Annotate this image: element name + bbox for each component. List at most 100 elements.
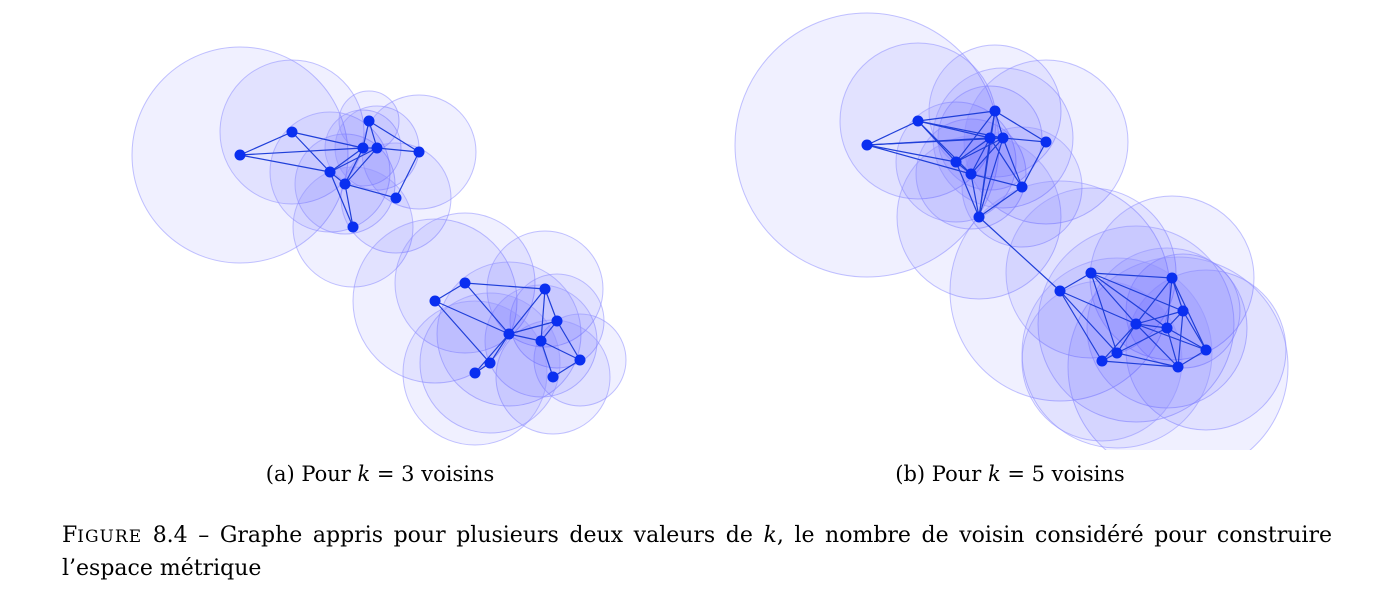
graph-edge <box>344 183 397 199</box>
graph-edge <box>1166 327 1207 351</box>
graph-node <box>503 328 515 340</box>
graph-edge <box>489 333 510 364</box>
neighborhood-circles-b <box>734 12 1289 450</box>
graph-edge <box>508 288 546 335</box>
graph-node <box>1085 267 1097 279</box>
graph-edge <box>866 120 919 146</box>
graph-edge <box>1166 277 1173 329</box>
graph-edge <box>540 340 554 378</box>
graph-edge <box>1135 323 1179 368</box>
caption-number: 8.4 – Graphe appris pour plusieurs deux … <box>142 523 764 548</box>
graph-edge <box>434 300 491 364</box>
graph-edge <box>376 147 420 153</box>
graph-edge <box>1059 290 1137 325</box>
graph-edge <box>1101 360 1179 368</box>
graph-node <box>1172 361 1184 373</box>
graph-node <box>997 132 1009 144</box>
graph-edge <box>368 120 420 153</box>
subcaption-b-suffix: voisins <box>1051 462 1125 486</box>
graph-edge <box>1135 277 1173 325</box>
graph-node <box>1161 322 1173 334</box>
graph-node <box>357 142 369 154</box>
graph-edge <box>978 216 1061 292</box>
graph-edge <box>239 154 331 173</box>
graph-edge <box>866 137 1004 146</box>
graph-edge <box>1090 272 1118 354</box>
graph-edge <box>994 110 1047 143</box>
graph-node <box>950 156 962 168</box>
graph-node <box>234 149 246 161</box>
graph-edge <box>344 147 364 185</box>
graph-edge <box>1171 277 1184 312</box>
graph-edge <box>1116 352 1179 368</box>
graph-node <box>484 357 496 369</box>
graph-edge <box>989 137 1023 188</box>
graph-edge <box>329 147 378 173</box>
graph-node <box>1054 285 1066 297</box>
subcaption-a-prefix: (a) Pour <box>265 462 358 486</box>
subcaption-a: (a) Pour k = 3 voisins <box>180 462 580 486</box>
graph-nodes-a <box>234 115 586 383</box>
graph-edge <box>917 110 996 122</box>
graph-edge <box>540 340 581 361</box>
graph-edge <box>978 186 1023 218</box>
graph-node <box>539 283 551 295</box>
graph-node <box>324 166 336 178</box>
caption-label-initial: F <box>62 523 78 548</box>
caption-label-rest: IGURE <box>77 527 143 547</box>
graph-edge <box>955 137 1004 163</box>
graph-node <box>1166 272 1178 284</box>
graph-node <box>973 211 985 223</box>
graph-edge <box>1090 272 1173 279</box>
caption-var: k <box>763 523 777 548</box>
graph-edge <box>1059 290 1118 354</box>
graph-edge <box>434 300 510 335</box>
graph-edge <box>329 171 354 228</box>
graph-node <box>965 168 977 180</box>
subcaption-a-eq: = 3 <box>370 462 422 486</box>
graph-node <box>339 178 351 190</box>
caption-text: , le nombre de voisin considéré pour con… <box>62 523 1332 581</box>
graph-edge <box>1135 323 1207 351</box>
graph-edge <box>917 120 972 175</box>
graph-edge <box>1090 272 1184 312</box>
graph-edge <box>866 144 957 163</box>
graph-edge <box>344 147 378 185</box>
graph-edge <box>1059 272 1092 292</box>
graph-node <box>459 277 471 289</box>
graph-edge <box>866 144 972 175</box>
neighborhood-circle <box>1067 256 1289 450</box>
graph-edge <box>474 333 510 374</box>
graph-edge <box>344 183 354 228</box>
graph-edge <box>955 110 996 163</box>
graph-edge <box>464 282 546 290</box>
graph-node <box>984 132 996 144</box>
graph-edge <box>1002 137 1023 188</box>
graph-node <box>1096 355 1108 367</box>
graph-node <box>1130 318 1142 330</box>
graph-edge <box>1116 327 1168 354</box>
graph-edge <box>291 131 331 173</box>
graph-node <box>469 367 481 379</box>
graph-edge <box>970 173 980 218</box>
graph-edge <box>955 161 980 218</box>
graph-node <box>989 105 1001 117</box>
graph-node <box>347 221 359 233</box>
graph-edge <box>1135 310 1184 325</box>
graph-edges-a <box>239 120 581 378</box>
graph-node <box>547 371 559 383</box>
graph-node <box>1040 136 1052 148</box>
graph-edge <box>239 131 293 156</box>
graph-edge <box>1182 310 1207 351</box>
subcaption-b: (b) Pour k = 5 voisins <box>810 462 1210 486</box>
graph-node <box>551 315 563 327</box>
graph-node <box>1200 344 1212 356</box>
subcaption-b-eq: = 5 <box>1000 462 1052 486</box>
graph-edge <box>978 137 1004 218</box>
graph-edge <box>239 147 364 156</box>
graph-node <box>1177 305 1189 317</box>
graph-node <box>1111 347 1123 359</box>
graph-edge <box>434 282 466 302</box>
graph-edge <box>556 320 581 361</box>
graph-panel-a <box>131 46 627 446</box>
